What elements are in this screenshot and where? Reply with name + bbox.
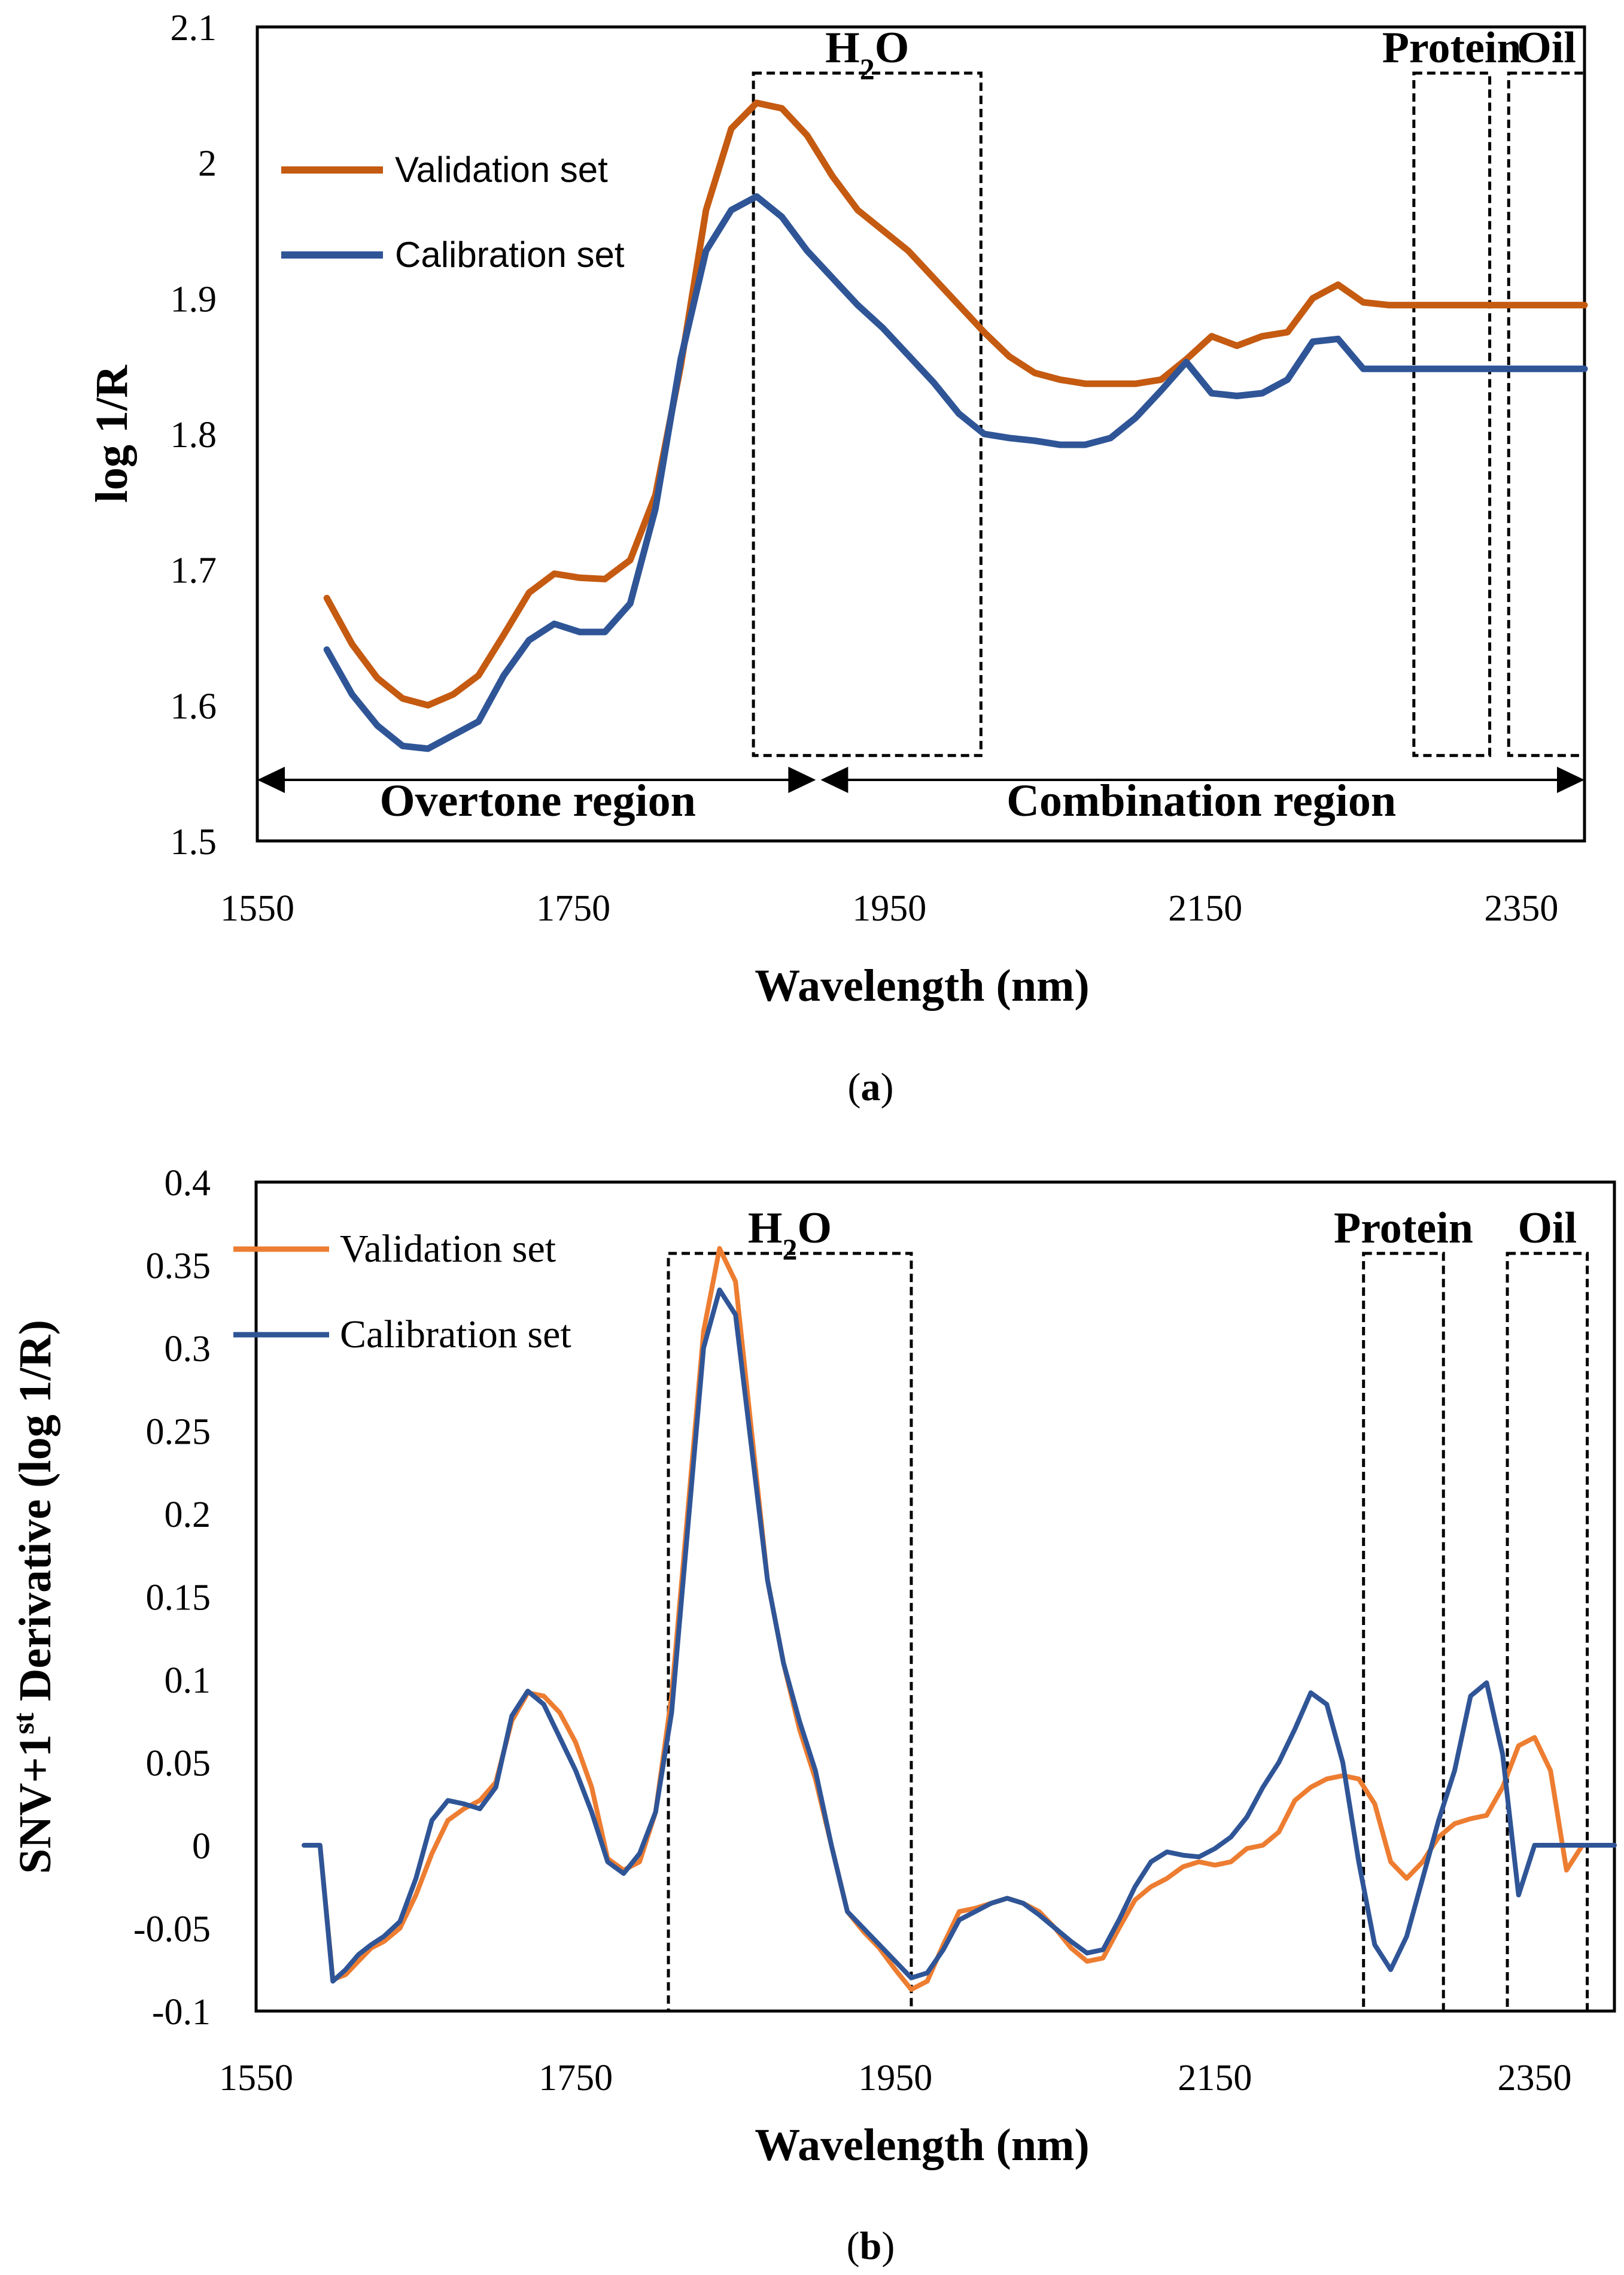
panel-a-legend: Validation set Calibration set	[281, 150, 625, 275]
panel-a-spectral-regions: Overtone region Combination region	[257, 767, 1585, 826]
x-tick-label: 1950	[852, 888, 926, 929]
region-box-label: H2O	[825, 23, 909, 86]
region-arrow-head	[1557, 767, 1585, 793]
y-tick-label: 0.4	[165, 1163, 211, 1204]
region-box-label: Oil	[1517, 23, 1576, 72]
series-line-validation	[323, 99, 1588, 709]
region-box	[752, 71, 983, 757]
x-tick-label: 1550	[219, 2058, 293, 2098]
panel-b-plot-frame	[254, 1180, 1616, 2013]
y-tick-label: 0.1	[165, 1660, 211, 1701]
y-tick-label: 1.5	[171, 822, 217, 862]
panel-b-y-axis-title: SNV+1st Derivative (log 1/R)	[7, 1320, 60, 1874]
legend-a-calibration-label: Calibration set	[395, 235, 625, 275]
y-tick-label: 1.9	[171, 279, 217, 320]
panel-a: 1.5 1.6 1.7 1.8 1.9 2 2.1 1550 1750 1950 2150 2350…	[87, 8, 1588, 1109]
x-tick-label: 1750	[539, 2058, 613, 2098]
series-line-calibration	[323, 193, 1588, 752]
panel-a-caption: (a)	[848, 1065, 894, 1109]
x-tick-label: 2150	[1178, 2058, 1252, 2098]
region-arrow-head	[788, 767, 816, 793]
x-tick-label: 2350	[1497, 2058, 1571, 2098]
panel-b-y-tick-labels: -0.1 -0.05 0 0.05 0.1 0.15 0.2 0.25 0.3 0.35 0.4	[133, 1163, 211, 2033]
region-box	[1506, 1252, 1589, 2013]
region-arrow-head	[257, 767, 285, 793]
y-tick-label: 2.1	[171, 8, 217, 48]
y-tick-label: 0.3	[165, 1329, 211, 1369]
series-line-validation	[302, 1246, 1617, 1992]
legend-b-calibration-label: Calibration set	[340, 1313, 571, 1356]
y-tick-label: -0.05	[133, 1909, 211, 1950]
panel-a-plot-frame	[256, 25, 1586, 843]
panel-a-x-tick-labels: 1550 1750 1950 2150 2350	[220, 888, 1558, 929]
x-tick-label: 2150	[1168, 888, 1242, 929]
x-tick-label: 1750	[536, 888, 610, 929]
y-tick-label: 0.15	[146, 1578, 211, 1618]
y-tick-label: 1.6	[171, 686, 217, 727]
panel-a-series	[323, 99, 1588, 752]
panel-b-region-boxes: H2O Protein Oil	[667, 1204, 1589, 2013]
panel-a-x-axis-title: Wavelength (nm)	[755, 961, 1089, 1011]
region-box-label: Oil	[1517, 1204, 1577, 1253]
y-tick-label: 1.8	[171, 415, 217, 455]
y-tick-label: 0.05	[146, 1744, 211, 1784]
y-tick-label: 0	[192, 1826, 211, 1867]
y-tick-label: -0.1	[152, 1992, 211, 2033]
region-box-label: H2O	[748, 1204, 832, 1266]
panel-b-x-axis-title: Wavelength (nm)	[755, 2120, 1089, 2170]
region-arrow-head	[820, 767, 849, 793]
panel-b-series	[302, 1246, 1617, 1992]
y-tick-label: 2	[198, 144, 217, 184]
region-box	[1412, 71, 1492, 757]
x-tick-label: 1550	[220, 888, 294, 929]
panel-b-legend: Validation set Calibration set	[233, 1227, 571, 1356]
y-tick-label: 1.7	[171, 551, 217, 591]
region-box	[1362, 1252, 1445, 2013]
series-line-calibration	[302, 1287, 1617, 1984]
region-label: Combination region	[1006, 776, 1396, 826]
region-box-label: Protein	[1334, 1204, 1473, 1253]
panel-b-caption: (b)	[847, 2224, 895, 2268]
x-tick-label: 1950	[858, 2058, 932, 2098]
panel-a-y-tick-labels: 1.5 1.6 1.7 1.8 1.9 2 2.1	[171, 8, 217, 862]
panel-a-y-axis-title: log 1/R	[87, 365, 137, 503]
panel-b-x-tick-labels: 1550 1750 1950 2150 2350	[219, 2058, 1571, 2098]
y-tick-label: 0.25	[146, 1412, 211, 1453]
legend-b-validation-label: Validation set	[340, 1227, 556, 1271]
legend-a-validation-label: Validation set	[395, 150, 608, 190]
x-tick-label: 2350	[1484, 888, 1558, 929]
region-label: Overtone region	[379, 776, 695, 826]
region-box-label: Protein	[1382, 23, 1522, 72]
y-tick-label: 0.35	[146, 1246, 211, 1287]
region-box	[667, 1252, 913, 2013]
panel-b: -0.1 -0.05 0 0.05 0.1 0.15 0.2 0.25 0.3 0.35 0.4 1…	[7, 1163, 1617, 2268]
region-box	[1507, 71, 1586, 757]
y-tick-label: 0.2	[165, 1495, 211, 1535]
